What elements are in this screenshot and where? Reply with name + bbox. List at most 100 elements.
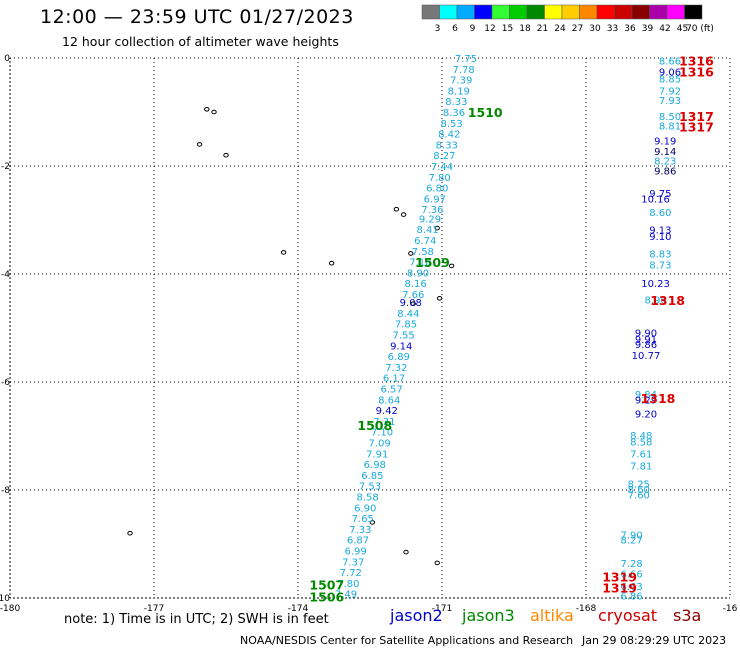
swh-value: 6.97 bbox=[424, 194, 446, 205]
swh-value: 6.85 bbox=[361, 471, 383, 482]
scale-label: 6 bbox=[452, 24, 458, 34]
swh-value: 7.72 bbox=[340, 568, 362, 579]
swh-value: 7.18 bbox=[409, 258, 431, 269]
swh-value: 9.75 bbox=[649, 189, 671, 200]
scale-label: 9 bbox=[470, 24, 476, 34]
swh-value: 6.80 bbox=[426, 184, 448, 195]
scale-swatch bbox=[491, 4, 510, 20]
swh-value: 7.33 bbox=[349, 525, 371, 536]
swh-value: 9.90 bbox=[635, 328, 657, 339]
island-outline bbox=[410, 301, 416, 307]
scale-swatch bbox=[614, 4, 633, 20]
swh-value: 7.80 bbox=[428, 173, 450, 184]
island-outline bbox=[223, 152, 229, 158]
scale-label: 36 bbox=[624, 24, 636, 34]
swh-value: 9.29 bbox=[635, 395, 657, 406]
scale-label: 30 bbox=[589, 24, 601, 34]
pass-time-label: 1507 bbox=[309, 578, 344, 593]
swh-value: 8.27 bbox=[433, 151, 455, 162]
swh-value: 6.99 bbox=[344, 546, 366, 557]
satellite-jason3: jason3 bbox=[462, 606, 515, 625]
swh-value: 9.14 bbox=[390, 341, 412, 352]
swh-value: 8.16 bbox=[404, 279, 426, 290]
swh-value: 7.32 bbox=[385, 363, 407, 374]
swh-value: 10.16 bbox=[641, 194, 670, 205]
pass-time-label: 1506 bbox=[309, 589, 344, 604]
map-gridlines bbox=[9, 57, 731, 599]
swh-value: 7.66 bbox=[402, 290, 424, 301]
swh-value: 8.58 bbox=[630, 437, 652, 448]
swh-value: 8.33 bbox=[445, 97, 467, 108]
pass-time-label: 1317 bbox=[679, 120, 714, 135]
swh-value: 7.31 bbox=[373, 417, 395, 428]
scale-label: 45 bbox=[677, 24, 688, 34]
scale-label: 12 bbox=[484, 24, 495, 34]
swh-value: 6.90 bbox=[354, 503, 376, 514]
swh-value: 7.85 bbox=[395, 320, 417, 331]
swh-value: 8.50 bbox=[659, 112, 681, 123]
scale-label: 39 bbox=[642, 24, 654, 34]
swh-value: 7.90 bbox=[620, 530, 642, 541]
page-title: 12:00 — 23:59 UTC 01/27/2023 bbox=[40, 6, 354, 28]
swh-value: 6.89 bbox=[388, 352, 410, 363]
satellite-s3a: s3a bbox=[673, 606, 702, 625]
swh-value: 7.65 bbox=[352, 514, 374, 525]
island-outline bbox=[448, 263, 455, 269]
swh-value: 7.58 bbox=[412, 247, 434, 258]
swh-track-east: 8.669.068.857.927.93 8.508.81 9.199.148.23… bbox=[620, 57, 681, 603]
swh-value: 7.44 bbox=[431, 162, 453, 173]
swh-value: 8.23 bbox=[654, 157, 676, 168]
map-axis-labels: -180 -177 -174 -171 -168 -16 0 -2 -4 -6 -8 -10 bbox=[0, 54, 738, 614]
swh-value: 7.91 bbox=[366, 449, 388, 460]
swh-value: 8.73 bbox=[649, 260, 671, 271]
pass-time-label: 1319 bbox=[602, 569, 637, 584]
swh-value: 8.33 bbox=[436, 140, 458, 151]
swh-value: 6.66 bbox=[620, 570, 642, 581]
swh-value: 9.20 bbox=[635, 409, 657, 420]
scale-swatch bbox=[421, 4, 440, 20]
scale-swatch bbox=[631, 4, 650, 20]
swh-value: 8.19 bbox=[448, 86, 470, 97]
pass-time-label: 1319 bbox=[602, 581, 637, 596]
swh-value: 9.13 bbox=[649, 226, 671, 237]
scale-swatch bbox=[526, 4, 545, 20]
pass-time-label: 1318 bbox=[641, 391, 676, 406]
swh-value: 8.44 bbox=[397, 309, 419, 320]
satellite-altika: altika bbox=[530, 606, 574, 625]
swh-value: 6.74 bbox=[414, 236, 436, 247]
swh-value: 10.77 bbox=[632, 351, 661, 362]
swh-value: 7.09 bbox=[368, 438, 390, 449]
footer-credit: NOAA/NESDIS Center for Satellite Applica… bbox=[240, 634, 574, 647]
swh-value: 9.14 bbox=[654, 147, 676, 158]
swh-value: 8.27 bbox=[620, 536, 642, 547]
swh-value: 6.98 bbox=[364, 460, 386, 471]
satellite-cryosat: cryosat bbox=[598, 606, 658, 625]
swh-value: 9.19 bbox=[654, 137, 676, 148]
swh-value: 9.86 bbox=[654, 166, 676, 177]
swh-value: 8.42 bbox=[438, 130, 460, 141]
swh-value: 7.49 bbox=[335, 590, 357, 601]
latitude-tick: 0 bbox=[4, 54, 10, 64]
scale-swatch bbox=[544, 4, 563, 20]
longitude-tick: -174 bbox=[288, 604, 309, 614]
island-outline bbox=[403, 549, 409, 555]
pass-time-label: 1510 bbox=[468, 105, 503, 120]
latitude-tick: -6 bbox=[1, 378, 10, 388]
scale-swatch bbox=[596, 4, 615, 20]
longitude-tick: -177 bbox=[144, 604, 164, 614]
swh-value: 7.53 bbox=[359, 482, 381, 493]
swh-value: 6.57 bbox=[380, 384, 402, 395]
scale-swatch bbox=[649, 4, 668, 20]
swh-value: 8.81 bbox=[659, 122, 681, 133]
island-outline bbox=[434, 225, 440, 231]
scale-swatch bbox=[666, 4, 685, 20]
swh-value: 9.10 bbox=[649, 232, 671, 243]
swh-value: 7.39 bbox=[450, 76, 472, 87]
swh-value: 7.28 bbox=[620, 559, 642, 570]
latitude-tick: -10 bbox=[0, 594, 10, 604]
scale-label: 15 bbox=[502, 24, 513, 34]
